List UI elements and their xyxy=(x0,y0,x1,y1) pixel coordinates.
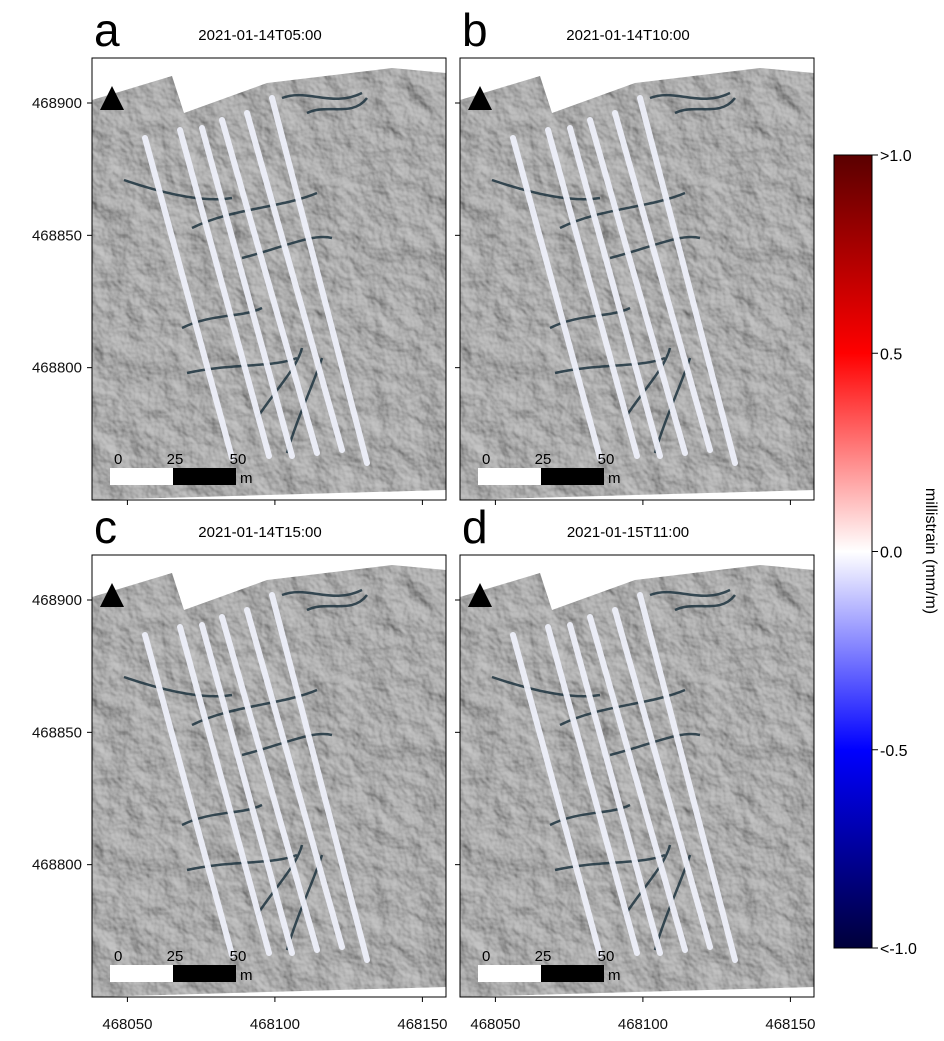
y-tick-label: 468800 xyxy=(32,360,82,377)
y-tick-label: 468850 xyxy=(32,227,82,244)
hillshade-map xyxy=(460,565,814,997)
colorbar-tick-label: <-1.0 xyxy=(880,941,917,958)
panel-letter: d xyxy=(462,501,488,553)
y-tick-label: 468900 xyxy=(32,592,82,609)
x-tick-label: 468050 xyxy=(102,1016,152,1033)
x-tick-label: 468100 xyxy=(250,1016,300,1033)
colorbar-tick-label: -0.5 xyxy=(880,743,908,760)
panel-time: 2021-01-14T15:00 xyxy=(198,524,321,541)
scale-label: 0 xyxy=(114,451,122,468)
x-tick-label: 468050 xyxy=(470,1016,520,1033)
hillshade-map xyxy=(460,68,814,500)
scale-unit: m xyxy=(608,967,621,984)
panel-letter: c xyxy=(94,501,117,553)
x-tick-label: 468150 xyxy=(765,1016,815,1033)
scale-unit: m xyxy=(608,470,621,487)
y-tick-label: 468900 xyxy=(32,95,82,112)
figure: a 2021-01-14T05:00 0 25 50 m 468800 468850 46890… xyxy=(0,0,944,1036)
panel-letter: b xyxy=(462,4,488,56)
panel-time: 2021-01-15T11:00 xyxy=(567,524,689,541)
scale-label: 0 xyxy=(482,948,490,965)
scale-label: 25 xyxy=(535,451,552,468)
y-tick-label: 468800 xyxy=(32,857,82,874)
scale-label: 50 xyxy=(598,451,615,468)
scale-label: 25 xyxy=(535,948,552,965)
colorbar-tick-label: >1.0 xyxy=(880,148,912,165)
scale-unit: m xyxy=(240,967,253,984)
scale-label: 25 xyxy=(167,451,184,468)
colorbar-tick-label: 0.5 xyxy=(880,346,902,363)
page: {"panels":[{"letter":"a","time":"2021-01… xyxy=(0,0,944,1041)
panel-time: 2021-01-14T10:00 xyxy=(566,27,689,44)
scale-label: 0 xyxy=(114,948,122,965)
scale-label: 25 xyxy=(167,948,184,965)
map-panel: a 2021-01-14T05:00 0 25 50 m 468800 468850 46890… xyxy=(32,4,446,505)
colorbar-label: millistrain (mm/m) xyxy=(922,488,939,614)
scale-label: 0 xyxy=(482,451,490,468)
x-tick-label: 468100 xyxy=(618,1016,668,1033)
scale-label: 50 xyxy=(230,451,247,468)
hillshade-map xyxy=(92,565,446,997)
panel-letter: a xyxy=(94,4,120,56)
scale-label: 50 xyxy=(230,948,247,965)
panel-time: 2021-01-14T05:00 xyxy=(198,27,321,44)
hillshade-map xyxy=(92,68,446,500)
scale-unit: m xyxy=(240,470,253,487)
map-panel: b 2021-01-14T10:00 0 25 50 m xyxy=(455,4,814,505)
colorbar xyxy=(834,155,872,948)
y-tick-label: 468850 xyxy=(32,724,82,741)
scale-label: 50 xyxy=(598,948,615,965)
map-panel: c 2021-01-14T15:00 0 25 50 m 468050 468100 46815… xyxy=(32,501,447,1033)
map-panel: d 2021-01-15T11:00 0 25 50 m 468050 468100 46815… xyxy=(455,501,815,1033)
colorbar-tick-label: 0.0 xyxy=(880,545,902,562)
x-tick-label: 468150 xyxy=(397,1016,447,1033)
